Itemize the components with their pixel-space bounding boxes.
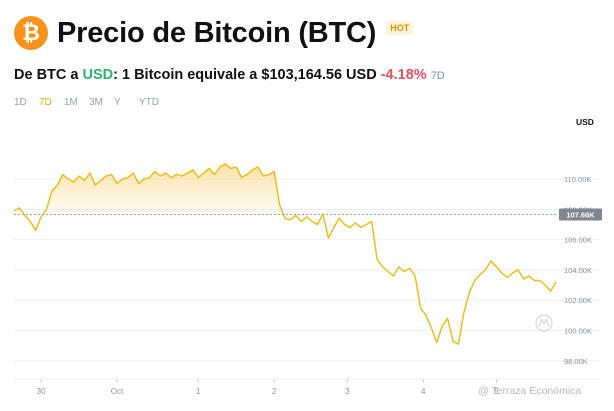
current-price-marker (559, 208, 602, 221)
tab-3m[interactable]: 3M (89, 97, 103, 108)
y-tick-label: 98.00K (564, 357, 588, 366)
summary-text: : 1 Bitcoin equivale a $103,164.56 USD (113, 67, 381, 83)
y-axis-currency-label: USD (576, 117, 594, 127)
tab-1d[interactable]: 1D (14, 97, 27, 108)
x-tick-label: 3 (345, 387, 350, 396)
hot-badge: HOT (386, 21, 414, 35)
chart-logo-mark-icon (538, 317, 550, 328)
current-price-label: 107.66K (566, 210, 595, 219)
page-title: Precio de Bitcoin (BTC) (57, 16, 377, 49)
y-tick-label: 106.00K (564, 236, 592, 245)
currency-link[interactable]: USD (82, 67, 114, 83)
summary-prefix: De BTC a (14, 67, 83, 83)
y-tick-label: 100.00K (564, 327, 592, 336)
price-change: -4.18% (380, 67, 427, 83)
header: ₿ Precio de Bitcoin (BTC) HOT (14, 16, 414, 50)
x-tick-label: 30 (37, 387, 46, 396)
tab-7d[interactable]: 7D (39, 97, 52, 108)
tab-ytd[interactable]: YTD (139, 97, 159, 108)
x-tick-label: 5 (494, 387, 499, 396)
bitcoin-logo-icon: ₿ (14, 16, 48, 50)
chart-logo-icon (535, 314, 553, 332)
price-summary: De BTC a USD: 1 Bitcoin equivale a $103,… (14, 67, 445, 83)
timeframe-tabs: 1D 7D 1M 3M Y YTD (14, 97, 164, 108)
change-period: 7D (430, 70, 445, 82)
x-tick-label: 4 (421, 387, 426, 396)
tab-1m[interactable]: 1M (64, 97, 78, 108)
x-tick-label: 2 (272, 387, 277, 396)
watermark: @ Terraza Económica (478, 385, 582, 397)
x-tick-label: Oct (111, 387, 124, 396)
price-line (13, 163, 557, 345)
y-tick-label: 102.00K (564, 296, 592, 305)
y-tick-label: 104.00K (564, 266, 592, 275)
tab-y[interactable]: Y (114, 97, 121, 108)
x-tick-label: 1 (196, 387, 201, 396)
y-tick-label: 110.00K (564, 175, 591, 184)
